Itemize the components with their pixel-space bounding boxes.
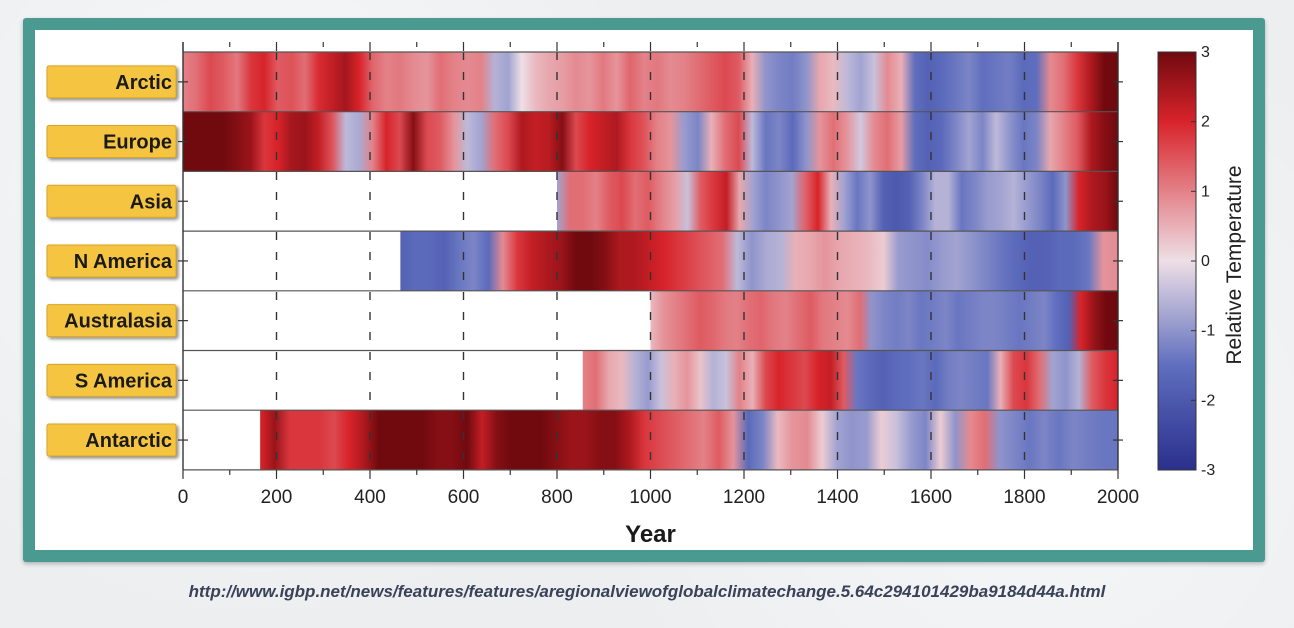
region-bands (183, 52, 1118, 470)
colorbar-tick-label: -3 (1201, 462, 1215, 479)
region-label: Australasia (64, 311, 173, 333)
region-tag-bg (46, 184, 177, 218)
band-arctic (183, 52, 1118, 112)
x-tick-label: 0 (178, 487, 189, 508)
x-tick-label: 1400 (816, 487, 858, 508)
x-tick-label: 600 (448, 487, 480, 508)
x-tick-label: 1600 (910, 487, 952, 508)
region-label: Arctic (115, 72, 172, 94)
band-s-america (582, 350, 1118, 411)
region-tag: Europe (46, 125, 177, 159)
band-antarctic (260, 410, 1118, 470)
region-label: Europe (103, 132, 172, 154)
x-tick-label: 1200 (723, 487, 765, 508)
x-tick-label: 1800 (1003, 487, 1045, 508)
region-tag-bg (46, 304, 177, 338)
x-axis: 0 200 400 600 800 1000 1200 1400 1600 1800 2000 Yea… (178, 42, 1139, 548)
region-label: N America (74, 251, 173, 273)
region-label: Antarctic (85, 430, 172, 452)
region-labels: Arctic Europe Asia N America Australasia S Am… (46, 65, 1123, 457)
x-tick-label: 200 (261, 487, 293, 508)
region-tag: Antarctic (46, 423, 177, 457)
region-tag-bg (46, 125, 177, 159)
plot-frame (182, 42, 1119, 471)
colorbar: 3 2 1 0 -1 -2 -3 Relative Temperature (1157, 44, 1246, 479)
band-asia (557, 171, 1118, 232)
region-tag: Australasia (46, 304, 177, 338)
colorbar-tick-label: 1 (1201, 183, 1210, 200)
region-tag-bg (46, 363, 177, 397)
colorbar-tick-label: 2 (1201, 114, 1210, 131)
colorbar-label: Relative Temperature (1223, 165, 1246, 364)
source-url[interactable]: http://www.igbp.net/news/features/featur… (188, 582, 1106, 601)
x-tick-label: 800 (541, 487, 573, 508)
colorbar-tick-label: -1 (1201, 323, 1215, 340)
region-tag-bg (46, 244, 177, 278)
colorbar-gradient (1157, 51, 1197, 471)
region-tag: S America (46, 363, 177, 397)
colorbar-tick-label: 3 (1201, 44, 1210, 61)
region-tag: Asia (46, 184, 177, 218)
x-tick-label: 1000 (629, 487, 671, 508)
region-tag-bg (46, 65, 177, 99)
band-n-america (400, 231, 1118, 291)
band-australasia (650, 290, 1118, 351)
region-tag: N America (46, 244, 177, 278)
region-label: Asia (130, 191, 173, 213)
band-europe (183, 111, 1118, 172)
region-tag-bg (46, 423, 177, 457)
region-tag: Arctic (46, 65, 177, 99)
x-tick-label: 2000 (1097, 487, 1139, 508)
x-tick-label: 400 (354, 487, 386, 508)
colorbar-tick-label: -2 (1201, 392, 1215, 409)
colorbar-tick-label: 0 (1201, 253, 1210, 270)
region-label: S America (75, 370, 173, 392)
x-axis-label: Year (625, 521, 676, 548)
